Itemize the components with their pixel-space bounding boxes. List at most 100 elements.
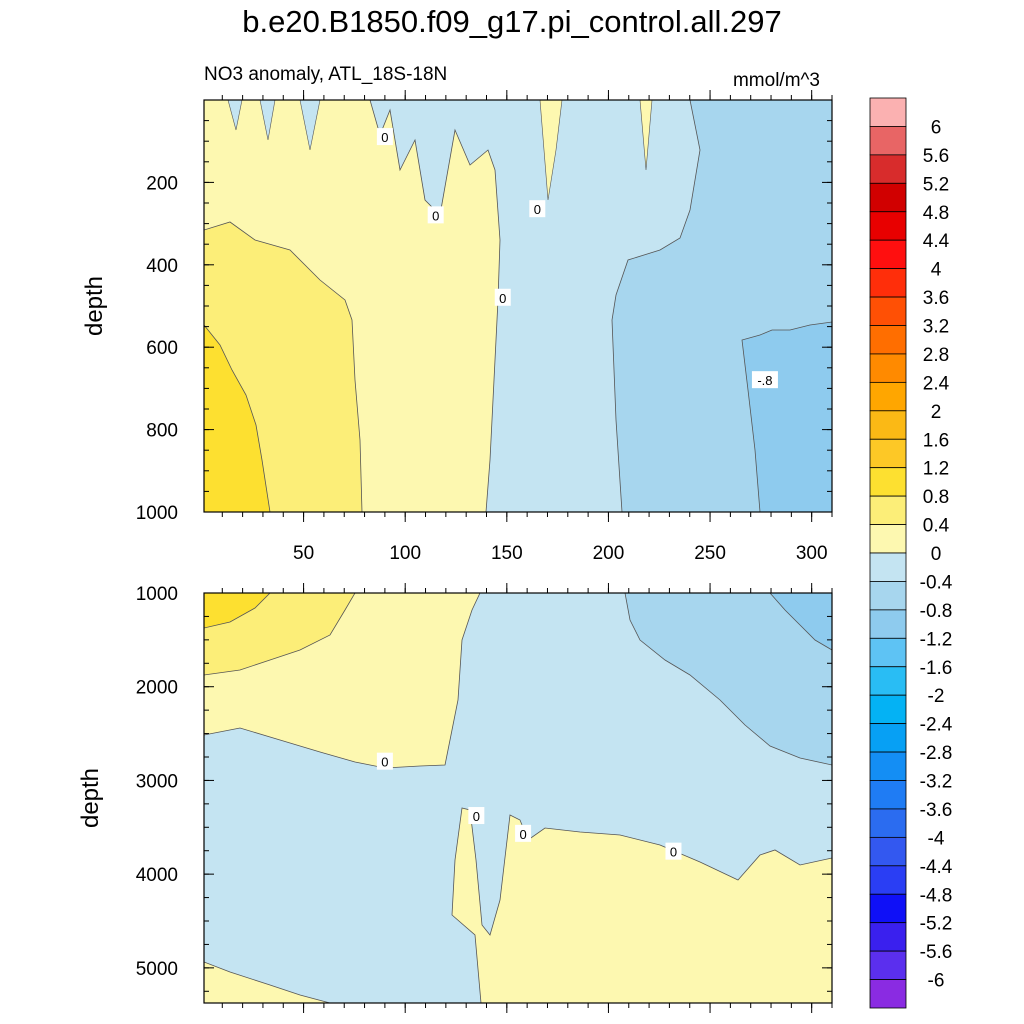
colorbar-label: -3.6 bbox=[920, 800, 953, 821]
colorbar-swatch bbox=[869, 296, 907, 326]
contour-label: 0 bbox=[670, 845, 677, 860]
colorbar-label: -2.4 bbox=[920, 715, 953, 736]
colorbar-label: -4 bbox=[928, 828, 945, 849]
colorbar-swatch bbox=[869, 666, 907, 696]
upper-y-tick-label: 600 bbox=[146, 338, 178, 359]
colorbar-swatch bbox=[869, 581, 907, 611]
lower-panel: 0 0 0 0 1000 2000 3000 4000 5000 depth bbox=[77, 583, 833, 1013]
colorbar-swatch bbox=[869, 609, 907, 639]
colorbar-label: -2 bbox=[928, 686, 945, 707]
upper-y-tick-label: 400 bbox=[146, 256, 178, 277]
colorbar-label: 2.8 bbox=[923, 345, 949, 366]
contour-label-box bbox=[751, 371, 778, 389]
colorbar-label: 4.4 bbox=[923, 231, 950, 252]
upper-x-tick-label: 250 bbox=[694, 543, 726, 564]
colorbar-swatch bbox=[869, 381, 907, 412]
colorbar-swatch bbox=[869, 865, 907, 895]
colorbar-swatch bbox=[869, 723, 907, 753]
colorbar-label: -1.2 bbox=[920, 629, 953, 650]
contour-label-box bbox=[665, 842, 682, 860]
colorbar-label: 0.8 bbox=[923, 487, 949, 508]
colorbar-swatch bbox=[869, 524, 907, 554]
colorbar-swatch bbox=[869, 780, 907, 810]
lower-y-axis-label: depth bbox=[77, 768, 104, 828]
colorbar-swatch bbox=[869, 410, 907, 440]
contour-label: 0 bbox=[534, 202, 541, 217]
colorbar-label: 3.2 bbox=[923, 317, 949, 338]
colorbar-swatch bbox=[869, 438, 907, 469]
upper-y-tick-label: 800 bbox=[146, 421, 178, 442]
contour-label: -.8 bbox=[757, 373, 772, 388]
upper-y-axis-label: depth bbox=[81, 276, 108, 336]
contour-label-box bbox=[427, 206, 444, 224]
upper-x-tick-label: 50 bbox=[293, 543, 314, 564]
colorbar-swatch bbox=[869, 950, 907, 980]
colorbar-label: 1.6 bbox=[923, 430, 949, 451]
contour-label: 0 bbox=[519, 827, 526, 842]
upper-panel: 0 0 0 0 -.8 200 400 600 800 1000 50 100 150 200 250 3… bbox=[81, 90, 833, 564]
colorbar-swatch bbox=[869, 97, 907, 127]
contour-label-box bbox=[529, 200, 546, 218]
colorbar-label: -1.6 bbox=[920, 658, 953, 679]
colorbar-swatch bbox=[869, 467, 907, 497]
colorbar-label: 5.2 bbox=[923, 174, 949, 195]
colorbar-swatch bbox=[869, 325, 907, 355]
units-label: mmol/m^3 bbox=[732, 70, 820, 91]
lower-y-tick-label: 1000 bbox=[136, 584, 178, 605]
colorbar-label: 1.2 bbox=[923, 459, 949, 480]
colorbar-swatch bbox=[869, 836, 907, 867]
chart-title: b.e20.B1850.f09_g17.pi_control.all.297 bbox=[242, 4, 782, 39]
colorbar-swatch bbox=[869, 552, 907, 582]
colorbar-label: -5.2 bbox=[920, 914, 953, 935]
colorbar-label: -2.8 bbox=[920, 743, 953, 764]
colorbar-label: 3.6 bbox=[923, 288, 949, 309]
upper-y-tick-label: 1000 bbox=[136, 503, 178, 524]
colorbar-swatch bbox=[869, 268, 907, 298]
colorbar-swatch bbox=[869, 637, 907, 668]
colorbar-swatch bbox=[869, 694, 907, 725]
colorbar-swatch bbox=[869, 353, 907, 383]
contour-label-box bbox=[494, 288, 511, 306]
upper-contour-fill bbox=[204, 100, 832, 512]
colorbar-swatch bbox=[869, 182, 907, 213]
colorbar-label: -5.6 bbox=[920, 942, 953, 963]
colorbar-label: 0 bbox=[931, 544, 942, 565]
upper-y-tick-label: 200 bbox=[146, 173, 178, 194]
colorbar-label: -0.8 bbox=[920, 601, 953, 622]
colorbar-label: -0.4 bbox=[920, 572, 953, 593]
colorbar-swatch bbox=[869, 154, 907, 184]
colorbar-label: -3.2 bbox=[920, 772, 953, 793]
colorbar-swatch bbox=[869, 239, 907, 270]
lower-x-axis-ticks bbox=[221, 583, 833, 1013]
contour-label: 0 bbox=[381, 755, 388, 770]
lower-y-tick-label: 5000 bbox=[136, 959, 178, 980]
colorbar: 6 5.6 5.2 4.8 4.4 4 3.6 3.2 2.8 2.4 2 1.6 1.2 0.8 0.4 0… bbox=[869, 97, 953, 1009]
lower-y-tick-label: 4000 bbox=[136, 865, 178, 886]
colorbar-label: 4.8 bbox=[923, 203, 949, 224]
colorbar-swatch bbox=[869, 808, 907, 838]
contour-label-box bbox=[468, 807, 485, 825]
contour-label: 0 bbox=[473, 809, 480, 824]
colorbar-label: -4.4 bbox=[920, 857, 953, 878]
colorbar-label: 0.4 bbox=[923, 516, 950, 537]
colorbar-label: -6 bbox=[928, 971, 945, 992]
colorbar-label: 5.6 bbox=[923, 146, 949, 167]
upper-contour-labels: 0 0 0 0 -.8 bbox=[376, 128, 778, 389]
contour-label-box bbox=[376, 752, 393, 770]
contour-label: 0 bbox=[499, 291, 506, 306]
upper-x-axis: 50 100 150 200 250 300 bbox=[221, 90, 833, 564]
colorbar-swatch bbox=[869, 495, 907, 525]
colorbar-label: 4 bbox=[931, 260, 942, 281]
colorbar-swatch bbox=[869, 922, 907, 952]
lower-contour-labels: 0 0 0 0 bbox=[376, 752, 682, 860]
upper-x-tick-label: 100 bbox=[389, 543, 421, 564]
colorbar-swatch bbox=[869, 893, 907, 924]
contour-label: 0 bbox=[381, 130, 388, 145]
chart-subtitle: NO3 anomaly, ATL_18S-18N bbox=[204, 64, 448, 85]
contour-label-box bbox=[376, 128, 393, 146]
colorbar-swatch bbox=[869, 126, 907, 156]
colorbar-label: 6 bbox=[931, 117, 942, 138]
lower-y-tick-label: 3000 bbox=[136, 771, 178, 792]
upper-x-tick-label: 150 bbox=[491, 543, 523, 564]
